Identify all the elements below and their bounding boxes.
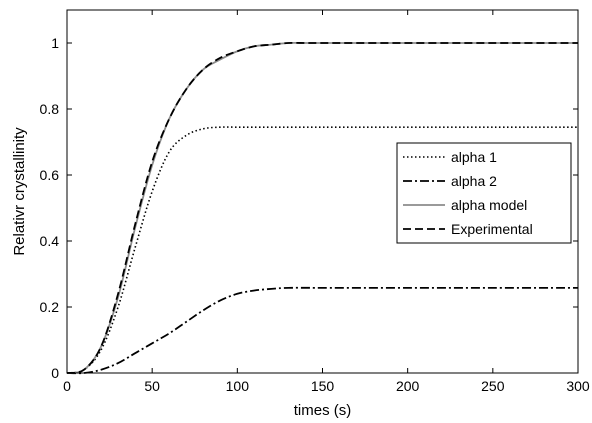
legend: alpha 1 alpha 2 alpha model Experimental xyxy=(396,142,572,244)
legend-label: alpha 1 xyxy=(451,149,497,165)
y-axis-label: Relativr crystallinity xyxy=(11,127,28,256)
x-tick-label: 150 xyxy=(311,378,335,394)
y-tick-label: 0.8 xyxy=(40,101,60,117)
x-tick-label: 50 xyxy=(144,378,160,394)
x-tick-label: 100 xyxy=(226,378,250,394)
x-axis-ticks: 0 50 100 150 200 250 300 xyxy=(63,10,590,394)
series-line-alpha-2 xyxy=(66,286,578,375)
x-tick-label: 250 xyxy=(481,378,505,394)
legend-label: Experimental xyxy=(451,221,533,237)
x-tick-label: 0 xyxy=(63,378,71,394)
y-tick-label: 0.4 xyxy=(40,233,60,249)
series-line-experimental xyxy=(66,41,578,374)
y-tick-label: 1 xyxy=(51,35,59,51)
y-tick-label: 0 xyxy=(51,365,59,381)
series-lines xyxy=(66,41,578,375)
x-tick-label: 300 xyxy=(566,378,590,394)
x-axis-label: times (s) xyxy=(294,402,352,419)
legend-label: alpha 2 xyxy=(451,173,497,189)
y-tick-label: 0.6 xyxy=(40,167,60,183)
legend-box xyxy=(396,142,572,244)
y-axis-ticks: 0 0.2 0.4 0.6 0.8 1 xyxy=(40,35,578,381)
legend-label: alpha model xyxy=(451,197,527,213)
x-tick-label: 200 xyxy=(396,378,420,394)
y-tick-label: 0.2 xyxy=(40,299,60,315)
